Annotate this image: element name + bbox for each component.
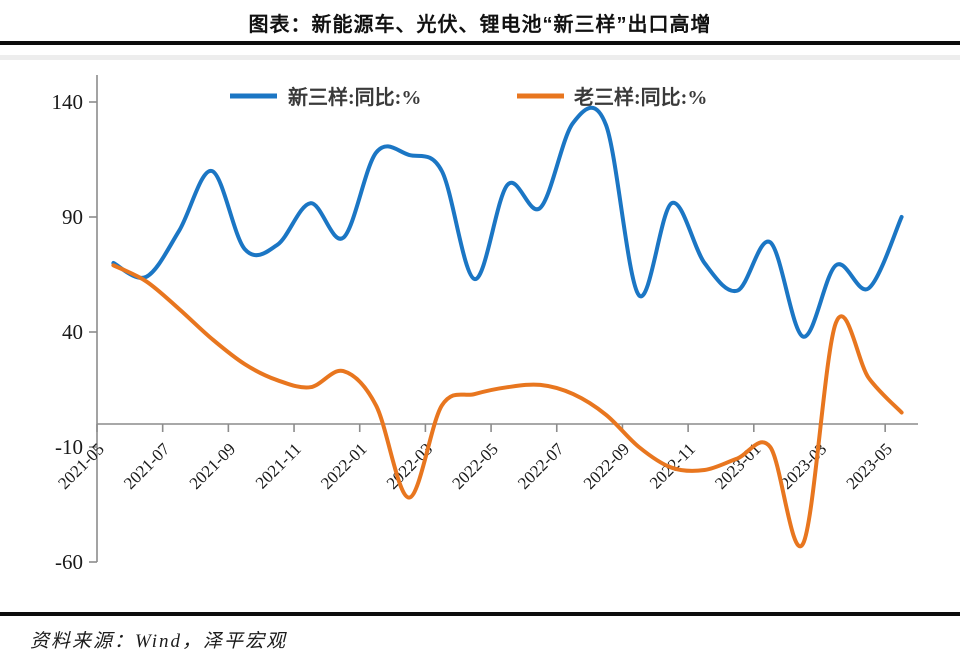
y-tick-label: -60 — [55, 550, 83, 574]
source-note: 资料来源：Wind，泽平宏观 — [30, 631, 288, 652]
x-tick-label: 2022-09 — [580, 439, 634, 493]
series-curves — [111, 105, 904, 549]
chart-title: 图表：新能源车、光伏、锂电池“新三样”出口高增 — [248, 14, 712, 36]
y-tick-label: 40 — [62, 320, 83, 344]
chart-legend: 新三样:同比:% 老三样:同比:% — [230, 85, 707, 109]
y-tick-label: 90 — [62, 205, 83, 229]
y-tick-label: 140 — [52, 90, 84, 114]
x-tick-label: 2021-11 — [252, 439, 305, 492]
legend-label-old-three: 老三样:同比:% — [574, 85, 707, 109]
x-tick-label: 2023-03 — [777, 439, 831, 493]
x-tick-label: 2023-05 — [842, 439, 896, 493]
top-divider — [0, 41, 960, 45]
x-tick-label: 2022-07 — [514, 439, 568, 493]
bottom-divider — [0, 612, 960, 616]
series-line-old-three — [111, 263, 904, 549]
legend-label-new-three: 新三样:同比:% — [288, 85, 421, 109]
x-tick-label: 2021-07 — [120, 439, 174, 493]
faint-divider — [0, 55, 960, 60]
y-tick-label: -10 — [55, 435, 83, 459]
x-tick-label: 2022-05 — [448, 439, 502, 493]
x-tick-label: 2022-01 — [317, 439, 371, 493]
series-line-new-three — [111, 105, 904, 339]
x-tick-label: 2021-09 — [186, 439, 240, 493]
